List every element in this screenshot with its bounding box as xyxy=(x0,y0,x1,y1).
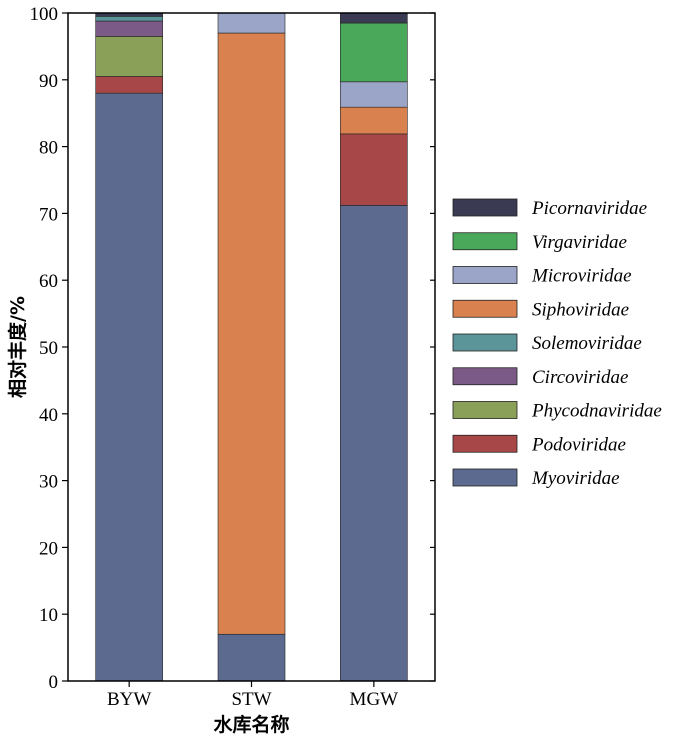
x-axis-ticks: BYW STW MGW xyxy=(107,681,398,710)
bar-segment-mgw-myoviridae xyxy=(340,205,408,682)
bar-segment-byw-circoviridae xyxy=(95,20,163,37)
legend-label-virgaviridae: Virgaviridae xyxy=(532,232,627,253)
y-tick-label: 60 xyxy=(39,271,58,292)
bar-segment-stw-myoviridae xyxy=(217,633,286,682)
legend-label-circoviridae: Circoviridae xyxy=(532,367,628,388)
y-tick-label: 90 xyxy=(39,71,58,92)
legend-swatch-phycodnaviridae xyxy=(452,401,518,419)
y-tick-label: 30 xyxy=(39,472,58,493)
bars-layer xyxy=(95,12,408,682)
legend-swatch-podoviridae xyxy=(452,434,518,453)
y-tick-label: 100 xyxy=(30,4,59,25)
y-axis-label: 相对丰度/% xyxy=(6,296,29,398)
bar-segment-byw-podoviridae xyxy=(95,76,163,94)
legend-label-siphoviridae: Siphoviridae xyxy=(532,299,629,320)
x-tick-label: MGW xyxy=(350,689,399,710)
bar-segment-mgw-picornaviridae xyxy=(340,12,408,24)
legend-swatch-myoviridae xyxy=(452,468,518,487)
bar-segment-stw-microviridae xyxy=(217,12,286,34)
legend-swatch-circoviridae xyxy=(452,367,518,386)
legend-swatch-microviridae xyxy=(452,266,518,284)
bar-segment-mgw-microviridae xyxy=(340,81,408,108)
legend-swatch-picornaviridae xyxy=(452,198,518,217)
legend-label-podoviridae: Podoviridae xyxy=(531,434,626,455)
y-tick-label: 70 xyxy=(39,204,58,225)
y-tick-label: 50 xyxy=(39,338,58,359)
y-tick-label: 40 xyxy=(39,405,58,426)
legend-swatch-virgaviridae xyxy=(452,232,518,251)
legend-label-picornaviridae: Picornaviridae xyxy=(531,198,647,219)
x-tick-label: BYW xyxy=(107,689,151,710)
bar-segment-byw-phycodnaviridae xyxy=(95,36,163,77)
y-tick-label: 0 xyxy=(49,672,59,693)
bar-segment-mgw-virgaviridae xyxy=(340,22,408,83)
plot-frame xyxy=(67,12,436,682)
bar-segment-mgw-podoviridae xyxy=(340,133,408,206)
bar-segment-mgw-siphoviridae xyxy=(340,106,408,135)
legend-label-solemoviridae: Solemoviridae xyxy=(532,333,642,354)
x-axis-label: 水库名称 xyxy=(213,713,289,736)
legend-label-myoviridae: Myoviridae xyxy=(531,468,620,489)
y-tick-label: 10 xyxy=(39,605,58,626)
y-axis-ticks: 0 10 20 30 40 50 60 70 80 90 100 xyxy=(30,4,435,693)
bar-segment-stw-siphoviridae xyxy=(217,32,286,635)
x-tick-label: STW xyxy=(231,689,271,710)
bar-segment-byw-myoviridae xyxy=(95,92,163,682)
bar-segment-byw-solemoviridae xyxy=(95,16,163,22)
legend-label-microviridae: Microviridae xyxy=(531,266,632,287)
legend: Picornaviridae Virgaviridae Microviridae Si… xyxy=(452,198,662,489)
legend-swatch-siphoviridae xyxy=(452,299,518,318)
y-tick-label: 20 xyxy=(39,538,58,559)
y-tick-label: 80 xyxy=(39,138,58,159)
legend-label-phycodnaviridae: Phycodnaviridae xyxy=(531,401,662,422)
legend-swatch-solemoviridae xyxy=(452,333,518,352)
